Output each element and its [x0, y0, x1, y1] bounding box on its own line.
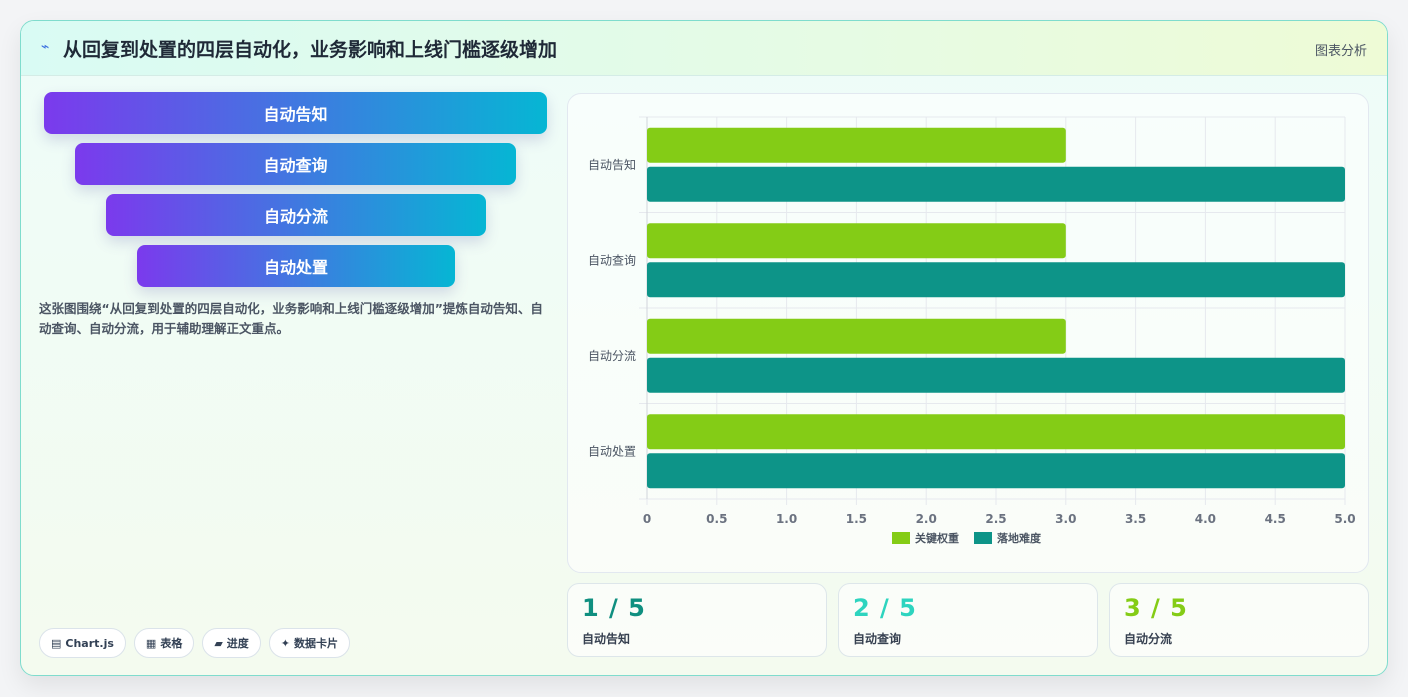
x-tick-label: 1.5	[846, 512, 867, 526]
bar-difficulty	[647, 166, 1345, 202]
chip-label: 数据卡片	[294, 637, 339, 650]
x-tick-label: 4.5	[1265, 512, 1286, 526]
stat-label: 自动分流	[1124, 632, 1173, 646]
sparkle-icon: ✦	[280, 636, 291, 650]
stat-label: 自动查询	[853, 632, 902, 646]
x-tick-label: 3.5	[1125, 512, 1146, 526]
progress-icon: ▰	[214, 636, 223, 650]
bar-weight	[647, 127, 1066, 163]
chart-description: 这张图围绕“从回复到处置的四层自动化，业务影响和上线门槛逐级增加”提炼自动告知、…	[39, 301, 543, 336]
x-tick-label: 0	[643, 512, 651, 526]
feature-chips: ▤ Chart.js ▦ 表格 ▰ 进度 ✦ 数据卡片	[39, 628, 351, 658]
bar-difficulty	[647, 357, 1345, 393]
x-tick-label: 5.0	[1334, 512, 1355, 526]
legend-label: 落地难度	[997, 531, 1042, 545]
legend-label: 关键权重	[915, 531, 959, 545]
stat-card-2: 2 / 5 自动查询	[838, 583, 1098, 657]
y-tick-label: 自动处置	[588, 444, 636, 458]
bar-weight	[647, 318, 1066, 354]
bar-difficulty	[647, 453, 1345, 489]
chart-icon: ▤	[51, 636, 62, 650]
chart-panel: 0 0.5 1.0 1.5 2.0 2.5 3.0 3.5 4.0 4.5 5.0 自动告知自动查询自…	[567, 93, 1369, 573]
chip-progress[interactable]: ▰ 进度	[202, 628, 261, 658]
stat-value: 1 / 5	[582, 594, 646, 622]
x-tick-label: 2.0	[916, 512, 937, 526]
card-header: ⌁ 从回复到处置的四层自动化，业务影响和上线门槛逐级增加 图表分析	[21, 21, 1387, 76]
stat-card-1: 1 / 5 自动告知	[567, 583, 827, 657]
x-tick-label: 1.0	[776, 512, 797, 526]
chip-label: 表格	[160, 637, 183, 650]
legend-swatch	[974, 532, 992, 544]
pulse-icon: ⌁	[41, 39, 50, 55]
stat-card-3: 3 / 5 自动分流	[1109, 583, 1369, 657]
stat-value: 3 / 5	[1124, 594, 1188, 622]
funnel-step-2: 自动查询	[75, 143, 516, 185]
y-tick-label: 自动告知	[588, 158, 636, 172]
chip-label: 进度	[226, 637, 249, 650]
funnel-step-4: 自动处置	[137, 245, 455, 287]
bar-chart: 0 0.5 1.0 1.5 2.0 2.5 3.0 3.5 4.0 4.5 5.0 自动告知自动查询自…	[588, 116, 1356, 545]
funnel-step-1: 自动告知	[44, 92, 547, 134]
funnel-step-3: 自动分流	[106, 194, 486, 236]
x-tick-label: 4.0	[1195, 512, 1216, 526]
stat-value: 2 / 5	[853, 594, 917, 622]
bar-weight	[647, 414, 1345, 450]
table-icon: ▦	[145, 636, 157, 650]
chip-label: Chart.js	[65, 636, 114, 650]
y-tick-label: 自动查询	[588, 253, 636, 267]
x-tick-label: 0.5	[706, 512, 727, 526]
bar-difficulty	[647, 262, 1345, 298]
bar-weight	[647, 223, 1066, 259]
y-tick-label: 自动分流	[588, 349, 636, 363]
x-tick-label: 2.5	[985, 512, 1006, 526]
chip-chartjs[interactable]: ▤ Chart.js	[39, 628, 126, 658]
chip-table[interactable]: ▦ 表格	[133, 628, 195, 658]
chip-data-card[interactable]: ✦ 数据卡片	[268, 628, 351, 658]
legend-swatch	[892, 532, 910, 544]
chart-card: ⌁ 从回复到处置的四层自动化，业务影响和上线门槛逐级增加 图表分析 自动告知 自…	[20, 20, 1388, 676]
x-tick-label: 3.0	[1055, 512, 1076, 526]
stat-label: 自动告知	[582, 632, 631, 646]
page-title: 从回复到处置的四层自动化，业务影响和上线门槛逐级增加	[63, 39, 558, 61]
chart-analysis-tag: 图表分析	[1314, 44, 1367, 59]
